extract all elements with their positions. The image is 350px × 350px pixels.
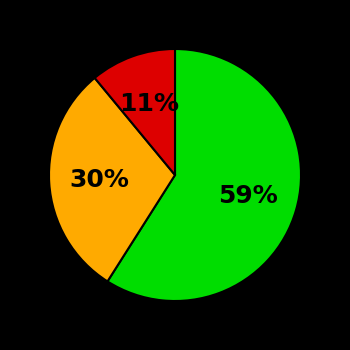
Text: 11%: 11% xyxy=(119,92,180,116)
Text: 30%: 30% xyxy=(70,168,130,192)
Text: 59%: 59% xyxy=(218,184,278,208)
Wedge shape xyxy=(49,78,175,281)
Wedge shape xyxy=(95,49,175,175)
Wedge shape xyxy=(107,49,301,301)
